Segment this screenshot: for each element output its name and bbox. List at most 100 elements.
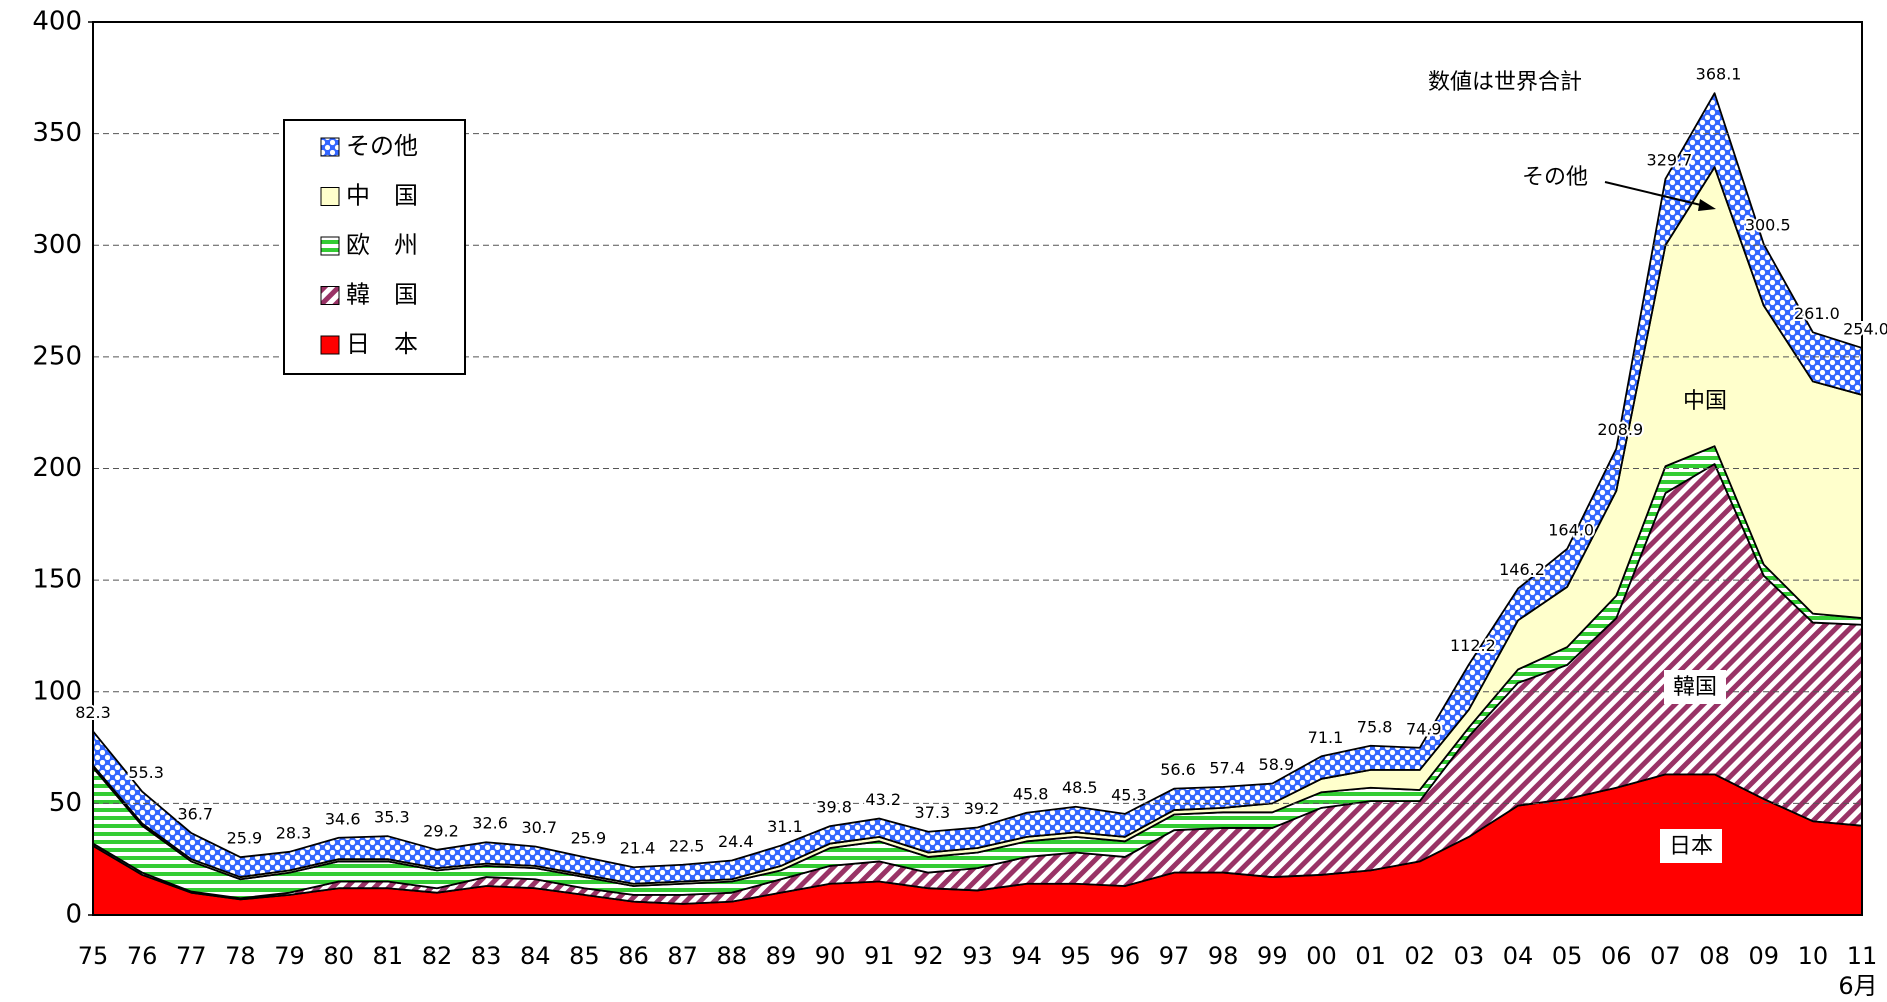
total-label: 22.5 xyxy=(669,836,705,855)
x-tick-label: 92 xyxy=(913,942,944,970)
area-label: 韓国 xyxy=(1673,675,1717,700)
x-tick-label: 99 xyxy=(1257,942,1288,970)
plot-frame xyxy=(92,21,1863,916)
total-label: 254.0 xyxy=(1843,319,1887,338)
total-label: 261.0 xyxy=(1794,304,1840,323)
x-tick-label: 78 xyxy=(225,942,256,970)
x-tick-label: 95 xyxy=(1061,942,1092,970)
x-tick-label: 11 xyxy=(1847,942,1878,970)
x-tick-label: 75 xyxy=(78,942,109,970)
x-tick-label: 00 xyxy=(1306,942,1337,970)
x-tick-label: 05 xyxy=(1552,942,1583,970)
legend-label: 韓 国 xyxy=(346,281,418,309)
annotation-arrow xyxy=(1604,181,1706,207)
x-tick-label: 98 xyxy=(1208,942,1239,970)
total-label: 112.2 xyxy=(1450,636,1496,655)
annotation: その他 xyxy=(1522,165,1588,190)
y-tick-label: 0 xyxy=(65,900,82,930)
total-label: 75.8 xyxy=(1357,717,1393,736)
legend-label: その他 xyxy=(346,132,418,160)
label-bg xyxy=(1664,670,1726,704)
x-tick-label: 06 xyxy=(1601,942,1632,970)
legend-label: 中 国 xyxy=(346,182,418,210)
x-tick-label: 01 xyxy=(1355,942,1386,970)
x-tick-label: 84 xyxy=(520,942,551,970)
total-label: 56.6 xyxy=(1160,760,1196,779)
x-tick-label: 82 xyxy=(422,942,453,970)
arrow-head xyxy=(1698,199,1716,211)
x-tick-label: 03 xyxy=(1454,942,1485,970)
x-tick-label: 96 xyxy=(1110,942,1141,970)
x-tick-label: 80 xyxy=(323,942,354,970)
total-label: 30.7 xyxy=(521,818,557,837)
legend-label: 日 本 xyxy=(346,330,418,358)
legend-box xyxy=(283,119,466,375)
total-label: 55.3 xyxy=(128,763,164,782)
total-label: 25.9 xyxy=(227,829,263,848)
legend-swatch xyxy=(320,187,340,206)
total-label: 25.9 xyxy=(571,829,607,848)
total-label: 29.2 xyxy=(423,821,459,840)
total-label: 57.4 xyxy=(1209,758,1245,777)
total-label: 45.3 xyxy=(1111,785,1147,804)
x-tick-label: 81 xyxy=(373,942,404,970)
y-tick-label: 400 xyxy=(32,7,82,37)
total-label: 329.7 xyxy=(1647,150,1693,169)
x-note: 6月 xyxy=(1838,972,1877,1000)
x-tick-label: 87 xyxy=(667,942,698,970)
total-label: 45.8 xyxy=(1013,784,1049,803)
legend-swatch xyxy=(320,335,340,355)
x-tick-label: 93 xyxy=(962,942,993,970)
total-label: 82.3 xyxy=(75,703,111,722)
y-tick-label: 50 xyxy=(49,788,82,818)
x-tick-label: 07 xyxy=(1650,942,1681,970)
total-label: 164.0 xyxy=(1548,520,1594,539)
x-tick-label: 08 xyxy=(1699,942,1730,970)
x-tick-label: 83 xyxy=(471,942,502,970)
x-tick-label: 97 xyxy=(1159,942,1190,970)
area-label: 中国 xyxy=(1683,389,1727,414)
legend-swatch xyxy=(320,286,340,305)
label-bg xyxy=(1660,829,1722,863)
total-label: 37.3 xyxy=(915,803,951,822)
x-tick-label: 77 xyxy=(176,942,207,970)
x-tick-label: 85 xyxy=(569,942,600,970)
x-tick-label: 09 xyxy=(1748,942,1779,970)
total-label: 31.1 xyxy=(767,817,803,836)
x-tick-label: 91 xyxy=(864,942,895,970)
total-label: 71.1 xyxy=(1308,728,1344,747)
x-tick-label: 88 xyxy=(717,942,748,970)
total-label: 21.4 xyxy=(620,839,656,858)
total-label: 39.8 xyxy=(816,798,852,817)
x-tick-label: 79 xyxy=(274,942,305,970)
total-label: 34.6 xyxy=(325,809,361,828)
total-label: 35.3 xyxy=(374,808,410,827)
total-label: 58.9 xyxy=(1259,755,1295,774)
total-label: 32.6 xyxy=(472,814,508,833)
total-label: 208.9 xyxy=(1597,420,1643,439)
y-tick-label: 200 xyxy=(32,453,82,483)
total-label: 146.2 xyxy=(1499,560,1545,579)
legend-swatch xyxy=(320,137,340,157)
x-tick-label: 04 xyxy=(1503,942,1534,970)
x-tick-label: 89 xyxy=(766,942,797,970)
x-tick-label: 76 xyxy=(127,942,158,970)
total-label: 300.5 xyxy=(1745,216,1791,235)
total-label: 48.5 xyxy=(1062,778,1098,797)
total-label: 24.4 xyxy=(718,832,754,851)
total-label: 39.2 xyxy=(964,799,1000,818)
total-label: 74.9 xyxy=(1406,719,1442,738)
total-label: 43.2 xyxy=(865,790,901,809)
x-tick-label: 94 xyxy=(1011,942,1042,970)
y-tick-label: 100 xyxy=(32,676,82,706)
y-tick-label: 150 xyxy=(32,565,82,595)
y-tick-label: 250 xyxy=(32,341,82,371)
legend-swatch xyxy=(320,236,340,256)
x-tick-label: 02 xyxy=(1404,942,1435,970)
note: 数値は世界合計 xyxy=(1428,70,1582,95)
x-tick-label: 90 xyxy=(815,942,846,970)
total-label: 36.7 xyxy=(177,805,213,824)
x-tick-label: 86 xyxy=(618,942,649,970)
